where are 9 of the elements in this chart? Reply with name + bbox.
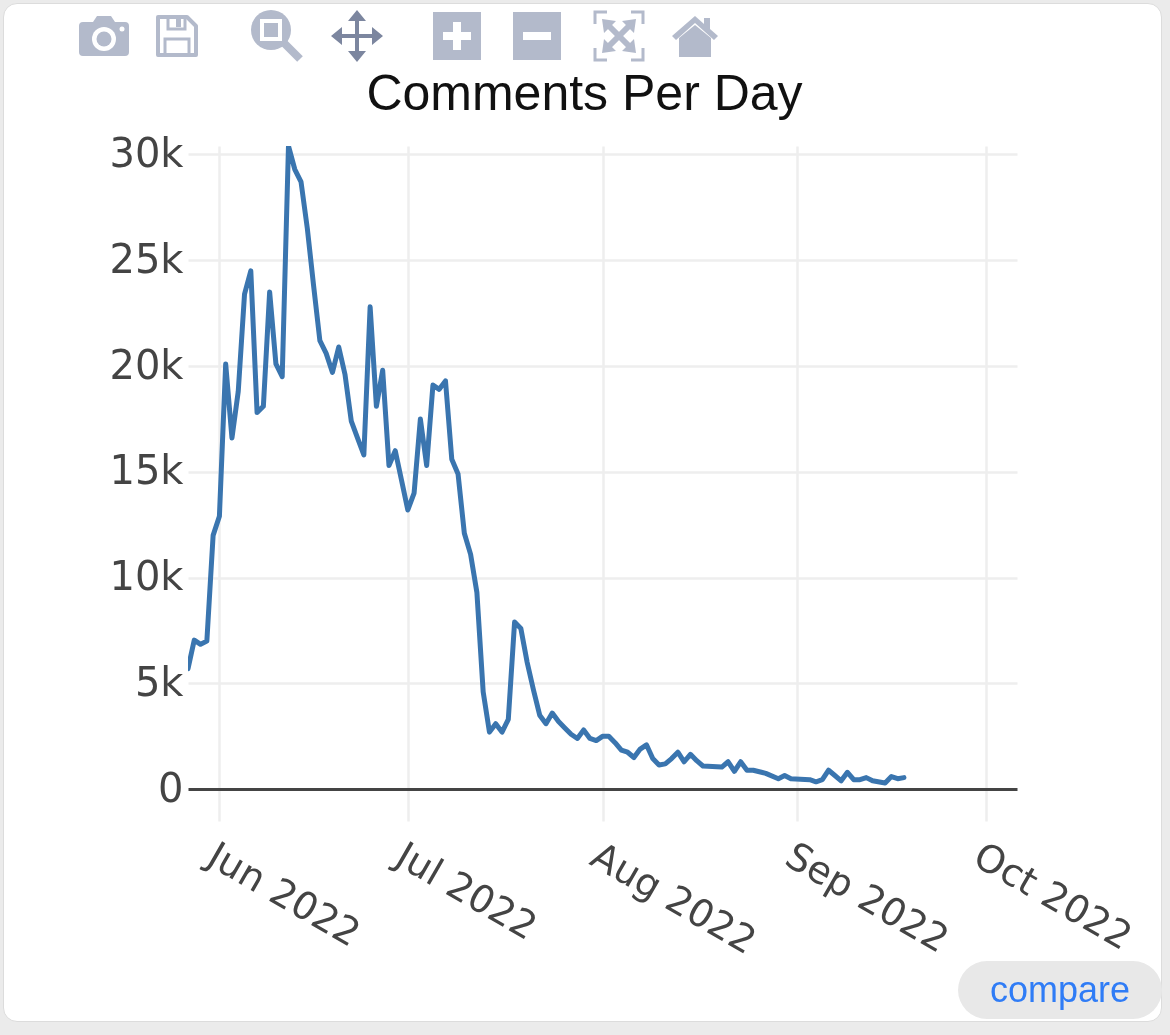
y-tick-label: 15k [109, 447, 185, 494]
y-tick-label: 10k [109, 553, 185, 600]
y-tick-label: 5k [134, 658, 185, 705]
y-tick-label: 30k [109, 129, 185, 176]
y-tick-label: 25k [109, 235, 185, 282]
chart-title: Comments Per Day [366, 65, 803, 122]
y-tick-label: 0 [158, 764, 184, 811]
button: compare [957, 961, 1162, 1019]
y-tick-label: 20k [109, 341, 185, 388]
